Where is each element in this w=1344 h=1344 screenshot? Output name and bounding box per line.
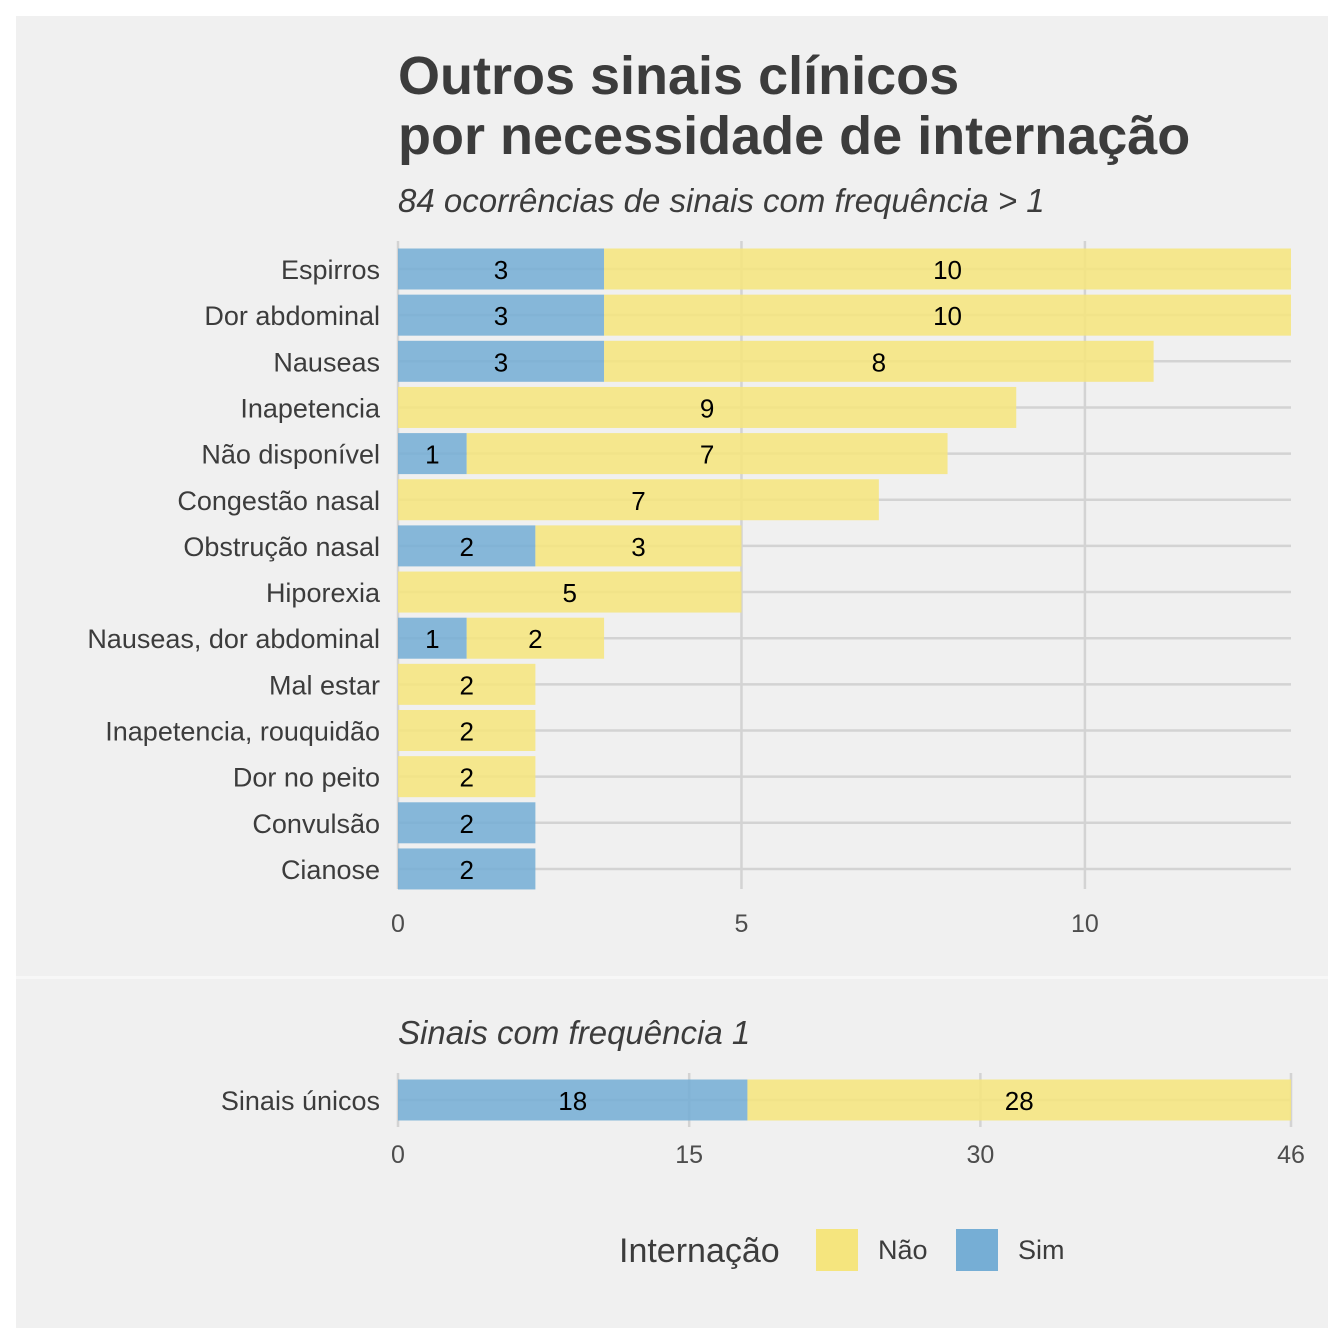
bottom-x-tick-labels: 0 15 30 46 xyxy=(391,1141,1305,1169)
bar-nao-mal-estar xyxy=(398,663,536,705)
bar-nao-obstrucao-nasal xyxy=(535,525,742,567)
category-label-inapetencia-rouquidao: Inapetencia, rouquidão xyxy=(105,717,380,747)
legend-label-sim: Sim xyxy=(1018,1235,1065,1265)
legend-title: Internação xyxy=(619,1232,780,1270)
x-tick-label: 0 xyxy=(391,910,405,938)
bar-nao-inapetencia-rouquidao xyxy=(398,710,536,751)
data-label-nao-hiporexia: 5 xyxy=(562,578,576,608)
bar-nao-nao-disponivel xyxy=(466,433,948,475)
legend: Internação Não Sim xyxy=(619,1229,1065,1271)
bar-nao-dor-abdominal xyxy=(604,294,1291,336)
bar-nao-dor-no-peito xyxy=(398,756,536,798)
x-tick-label: 30 xyxy=(966,1141,994,1169)
bar-nao-congestao-nasal xyxy=(398,479,879,521)
chart-subtitle: 84 ocorrências de sinais com frequência … xyxy=(398,182,1045,219)
category-label-sinais-unicos: Sinais únicos xyxy=(221,1086,380,1116)
bar-sim-nauseas xyxy=(398,340,605,382)
x-tick-label: 10 xyxy=(1071,910,1099,938)
bar-nao-espirros xyxy=(604,248,1291,290)
data-label-nao-nauseas: 8 xyxy=(872,347,886,377)
bar-nao-nauseas xyxy=(604,340,1154,382)
data-label-sim-cianose: 2 xyxy=(459,855,473,885)
chart-title-line-2: por necessidade de internação xyxy=(398,106,1190,166)
data-label-sim-convulsao: 2 xyxy=(459,809,473,839)
bar-nao-nauseas-dor-abdominal xyxy=(466,617,605,659)
data-label-nao-congestao-nasal: 7 xyxy=(631,486,645,516)
data-label-nao-dor-no-peito: 2 xyxy=(459,763,473,793)
bar-sim-dor-abdominal xyxy=(398,294,605,336)
data-label-sim-nauseas: 3 xyxy=(494,347,508,377)
x-tick-label: 0 xyxy=(391,1141,405,1169)
data-label-sim-nauseas-dor-abdominal: 1 xyxy=(425,624,439,654)
data-label-nao-nauseas-dor-abdominal: 2 xyxy=(528,624,542,654)
category-label-espirros: Espirros xyxy=(281,255,380,285)
bottom-bars: 18 28 xyxy=(398,1079,1291,1121)
category-label-nao-disponivel: Não disponível xyxy=(201,440,380,470)
chart-panel: Outros sinais clínicos por necessidade d… xyxy=(16,16,1328,1328)
top-x-tick-labels: 0 5 10 xyxy=(391,910,1099,938)
category-label-dor-no-peito: Dor no peito xyxy=(233,763,380,793)
category-label-mal-estar: Mal estar xyxy=(269,670,380,700)
bar-nao-sinais-unicos xyxy=(747,1079,1291,1121)
data-label-sim-espirros: 3 xyxy=(494,255,508,285)
x-tick-label: 15 xyxy=(675,1141,703,1169)
legend-swatch-nao xyxy=(816,1229,858,1271)
chart-title: Outros sinais clínicos por necessidade d… xyxy=(398,46,1190,166)
data-label-nao-dor-abdominal: 10 xyxy=(933,301,962,331)
x-tick-label: 46 xyxy=(1277,1141,1305,1169)
panel-divider xyxy=(16,976,1328,979)
data-label-nao-espirros: 10 xyxy=(933,255,962,285)
category-label-nauseas-dor-abdominal: Nauseas, dor abdominal xyxy=(87,624,380,654)
legend-label-nao: Não xyxy=(878,1235,928,1265)
bar-sim-cianose xyxy=(398,848,536,890)
bar-sim-nauseas-dor-abdominal xyxy=(398,617,467,659)
data-label-sim-dor-abdominal: 3 xyxy=(494,301,508,331)
category-label-cianose: Cianose xyxy=(281,855,380,885)
data-label-nao-inapetencia-rouquidao: 2 xyxy=(459,717,473,747)
bar-nao-hiporexia xyxy=(398,571,742,613)
data-label-nao-obstrucao-nasal: 3 xyxy=(631,532,645,562)
data-label-nao-nao-disponivel: 7 xyxy=(700,440,714,470)
bottom-category-labels: Sinais únicos xyxy=(221,1086,380,1116)
chart-title-line-1: Outros sinais clínicos xyxy=(398,46,959,106)
bar-sim-espirros xyxy=(398,248,605,290)
top-category-labels: Espirros Dor abdominal Nauseas Inapetencia N… xyxy=(87,255,381,885)
chart-figure: Outros sinais clínicos por necessidade d… xyxy=(16,46,1328,1271)
category-label-nauseas: Nauseas xyxy=(273,347,380,377)
category-label-convulsao: Convulsão xyxy=(252,809,380,839)
legend-swatch-sim xyxy=(956,1229,998,1271)
bar-nao-inapetencia xyxy=(398,386,1017,428)
bar-sim-nao-disponivel xyxy=(398,433,467,475)
data-label-sim-nao-disponivel: 1 xyxy=(425,440,439,470)
data-label-nao-sinais-unicos: 28 xyxy=(1005,1086,1034,1116)
bar-sim-convulsao xyxy=(398,802,536,844)
x-tick-label: 5 xyxy=(735,910,749,938)
data-label-sim-obstrucao-nasal: 2 xyxy=(459,532,473,562)
category-label-hiporexia: Hiporexia xyxy=(266,578,381,608)
category-label-congestao-nasal: Congestão nasal xyxy=(177,486,380,516)
bottom-subtitle: Sinais com frequência 1 xyxy=(398,1014,750,1051)
data-label-sim-sinais-unicos: 18 xyxy=(558,1086,587,1116)
data-label-nao-mal-estar: 2 xyxy=(459,670,473,700)
bar-sim-obstrucao-nasal xyxy=(398,525,536,567)
category-label-dor-abdominal: Dor abdominal xyxy=(204,301,380,331)
category-label-obstrucao-nasal: Obstrução nasal xyxy=(183,532,380,562)
data-label-nao-inapetencia: 9 xyxy=(700,393,714,423)
category-label-inapetencia: Inapetencia xyxy=(240,393,381,423)
bar-sim-sinais-unicos xyxy=(398,1079,748,1121)
